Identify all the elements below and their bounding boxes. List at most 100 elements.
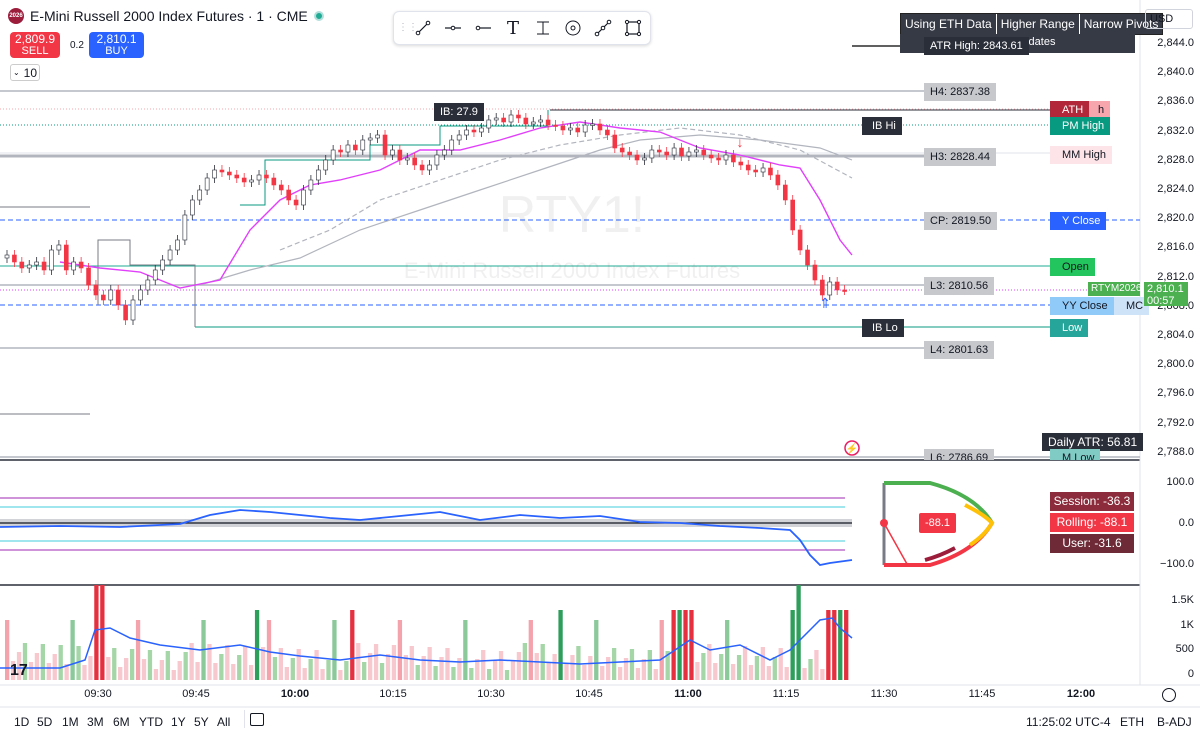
volume-bar [391,645,397,680]
volume-bars[interactable] [5,585,849,680]
divider [244,710,245,728]
low-tag[interactable]: Low [1050,319,1089,337]
symbol-name[interactable]: E-Mini Russell 2000 Index Futures · 1 · … [30,8,308,24]
candle-body [508,114,514,123]
candle-body [152,269,158,281]
clock[interactable]: 11:25:02 UTC-4 [1026,715,1111,729]
symbol-title[interactable]: 2026 E-Mini Russell 2000 Index Futures ·… [8,8,324,24]
volume-bar [546,663,551,680]
candle-body [760,167,766,173]
candle-body [353,144,358,151]
chevron-down-icon: ⌄ [12,68,20,77]
volume-bar [165,651,170,680]
candle-body [316,169,321,181]
l4-label[interactable]: L4: 2801.63 [924,341,995,359]
volume-bar [707,644,712,680]
open-tag[interactable]: Open [1050,258,1095,276]
h4-label[interactable]: H4: 2837.38 [924,83,996,101]
period-button-6m[interactable]: 6M [113,715,130,729]
currency-selector[interactable]: USD [1145,9,1193,29]
volume-bar [784,667,789,680]
drawing-toolbar[interactable]: ⋮⋮ T [393,11,651,45]
period-button-3m[interactable]: 3M [87,715,104,729]
measure-icon[interactable] [558,13,588,43]
period-button-ytd[interactable]: YTD [139,715,163,729]
candle-body [820,279,825,296]
indicator-button-group[interactable]: Using ETH Data Higher Range Narrow Pivot… [900,13,1164,35]
candle-body [619,147,625,153]
candle-body [434,154,440,166]
daily-atr-label[interactable]: Daily ATR: 56.81 [1042,433,1144,451]
current-price-tag[interactable]: 2,810.1 00:57 [1144,282,1188,307]
volume-bar [94,585,99,680]
volume-bar [129,649,135,680]
adjustment-toggle[interactable]: B-ADJ [1157,715,1192,729]
candle-body [590,123,595,126]
volume-bar [451,667,456,680]
m-low-tag[interactable]: M Low [1050,449,1101,460]
candle-body [115,289,121,306]
using-eth-data-button[interactable]: Using ETH Data [901,14,997,34]
buy-signal-icon[interactable]: ⇑ [819,295,831,311]
user-stat: User: -31.6 [1050,534,1134,553]
vol-tick-1500: 1.5K [1171,594,1194,606]
period-button-1y[interactable]: 1Y [171,715,186,729]
settings-gear-icon[interactable] [1162,688,1176,702]
candlesticks[interactable] [4,110,847,325]
ib-hi-label[interactable]: IB Hi [862,117,902,135]
sell-button[interactable]: 2,809.9 SELL [10,32,60,58]
period-button-all[interactable]: All [217,715,231,729]
candle-body [56,244,62,251]
candle-body [12,254,17,263]
level-lines [0,45,1140,458]
narrow-pivots-button[interactable]: Narrow Pivots [1079,14,1163,34]
mm-high-tag[interactable]: MM High [1050,146,1113,164]
pen-icon[interactable] [588,13,618,43]
period-button-5d[interactable]: 5D [37,715,53,729]
mc-tag[interactable]: MC [1114,297,1150,315]
atr-high-label[interactable]: ATR High: 2843.61 [924,37,1029,55]
lightning-icon[interactable] [844,440,860,456]
text-icon[interactable]: T [506,17,519,39]
volume-bar [653,669,658,680]
grip-icon[interactable]: ⋮⋮ [398,22,418,33]
volume-bar [290,658,295,680]
h3-label[interactable]: H3: 2828.44 [924,148,996,166]
candle-body [145,279,151,291]
time-tick: 11:45 [968,688,996,700]
period-button-5y[interactable]: 5Y [194,715,209,729]
oscillator-pane[interactable] [0,497,853,566]
horizontal-line-icon[interactable] [468,13,498,43]
trend-line-icon[interactable] [408,13,438,43]
candle-body [530,121,536,125]
volume-bar [516,652,522,680]
l3-label[interactable]: L3: 2810.56 [924,277,995,295]
y-close-tag[interactable]: Y Close [1050,212,1107,230]
volume-bar [665,651,670,680]
ib-lo-label[interactable]: IB Lo [862,319,904,337]
candle-body [293,199,299,206]
rectangle-icon[interactable] [618,13,648,43]
cp-label[interactable]: CP: 2819.50 [924,212,998,230]
yy-close-tag[interactable]: YY Close [1050,297,1114,315]
date-range-icon[interactable] [250,713,264,726]
ath-tag[interactable]: ATH [1050,101,1090,119]
tradingview-logo[interactable]: 17 [10,662,28,679]
price-tick: 2,840.0 [1157,66,1194,79]
buy-button[interactable]: 2,810.1 BUY [89,32,144,58]
anchored-text-icon[interactable] [528,13,558,43]
l6-label[interactable]: L6: 2786.69 [924,449,995,460]
volume-bar [790,610,795,680]
pm-high-tag[interactable]: PM High [1050,117,1111,135]
session-toggle[interactable]: ETH [1120,715,1144,729]
higher-range-button[interactable]: Higher Range [996,14,1080,34]
volume-bar [487,669,492,680]
horizontal-ray-icon[interactable] [438,13,468,43]
collapse-indicators-button[interactable]: ⌄ 10 [10,64,40,81]
period-button-1m[interactable]: 1M [62,715,79,729]
sell-signal-icon[interactable]: ↓ [737,134,744,150]
period-button-1d[interactable]: 1D [14,715,30,729]
ib-range-label[interactable]: IB: 27.9 [434,103,484,121]
